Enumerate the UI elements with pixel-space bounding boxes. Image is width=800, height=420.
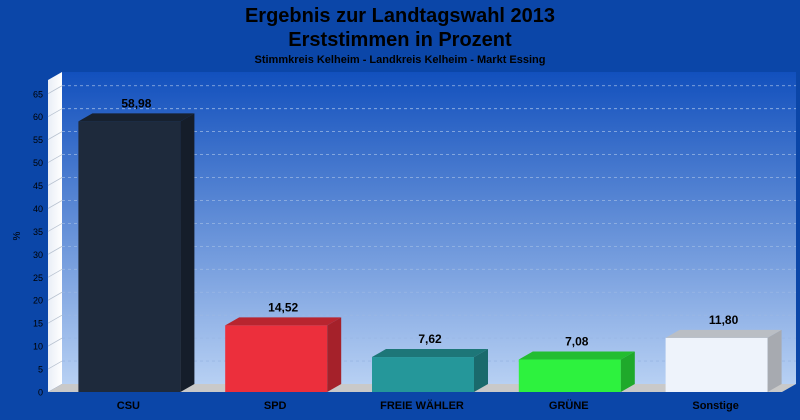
gridline-side <box>47 314 63 324</box>
bar-side <box>620 351 635 392</box>
x-tick-label: SPD <box>264 400 287 412</box>
gridline-side <box>47 246 63 255</box>
gridline-side <box>47 337 63 347</box>
y-tick-label: 0 <box>38 388 43 398</box>
bar-side <box>767 329 782 392</box>
gridline-side <box>47 154 63 163</box>
bar-value-label: 7,08 <box>565 335 589 349</box>
gridline-side <box>47 177 63 186</box>
x-tick-label: GRÜNE <box>549 399 589 412</box>
bar-top <box>518 351 635 360</box>
y-tick-label: 15 <box>33 319 43 329</box>
x-tick-label: FREIE WÄHLER <box>380 399 464 412</box>
bar-side <box>180 113 195 393</box>
bar-front <box>225 325 328 392</box>
bar-front <box>518 359 621 392</box>
bar-front <box>372 357 474 392</box>
bar-front <box>665 337 768 392</box>
bar-side <box>327 317 342 392</box>
bar-front <box>78 121 181 393</box>
bar-side <box>474 349 488 392</box>
y-tick-label: 50 <box>33 158 43 168</box>
y-tick-label: 60 <box>33 112 43 122</box>
bar-spd <box>225 317 342 392</box>
chart-title-line2: Erststimmen in Prozent <box>288 29 512 51</box>
y-tick-label: 5 <box>38 365 43 375</box>
y-tick-label: 35 <box>33 227 43 237</box>
y-tick-label: 20 <box>33 296 43 306</box>
chart-title: Ergebnis zur Landtagswahl 2013 <box>244 5 556 27</box>
bar-top <box>78 113 195 122</box>
chart-subtitle: Stimmkreis Kelheim - Landkreis Kelheim -… <box>254 54 546 66</box>
bar-value-label: 11,80 <box>709 313 739 327</box>
bar-value-label: 7,62 <box>418 332 442 346</box>
y-tick-label: 65 <box>33 89 43 99</box>
y-tick-label: 40 <box>33 204 43 214</box>
y-tick-label: 45 <box>33 181 43 191</box>
gridline-side <box>47 223 63 232</box>
y-tick-label: 10 <box>33 342 43 352</box>
plot-back-wall <box>62 72 796 384</box>
bar-top <box>225 317 342 326</box>
x-tick-label: CSU <box>117 400 140 412</box>
bar-grüne <box>518 351 635 392</box>
y-tick-label: 55 <box>33 135 43 145</box>
x-tick-label: Sonstige <box>692 400 738 412</box>
gridline-side <box>47 268 63 278</box>
bar-value-label: 58,98 <box>121 96 151 110</box>
bar-top <box>372 349 488 358</box>
bar-sonstige <box>665 329 782 392</box>
bar-value-label: 14,52 <box>268 300 298 314</box>
bar-csu <box>78 113 195 393</box>
gridline-side <box>47 85 63 95</box>
gridline-side <box>47 291 63 301</box>
gridline-side <box>47 108 63 118</box>
y-tick-label: 25 <box>33 273 43 283</box>
gridline-side <box>47 131 63 140</box>
y-tick-label: 30 <box>33 250 43 260</box>
y-axis-label: % <box>12 231 23 240</box>
plot-left-wall <box>48 72 62 392</box>
gridline-side <box>47 360 63 370</box>
bar-top <box>665 329 782 338</box>
gridline-side <box>47 200 63 209</box>
bar-freie-wähler <box>372 349 488 392</box>
